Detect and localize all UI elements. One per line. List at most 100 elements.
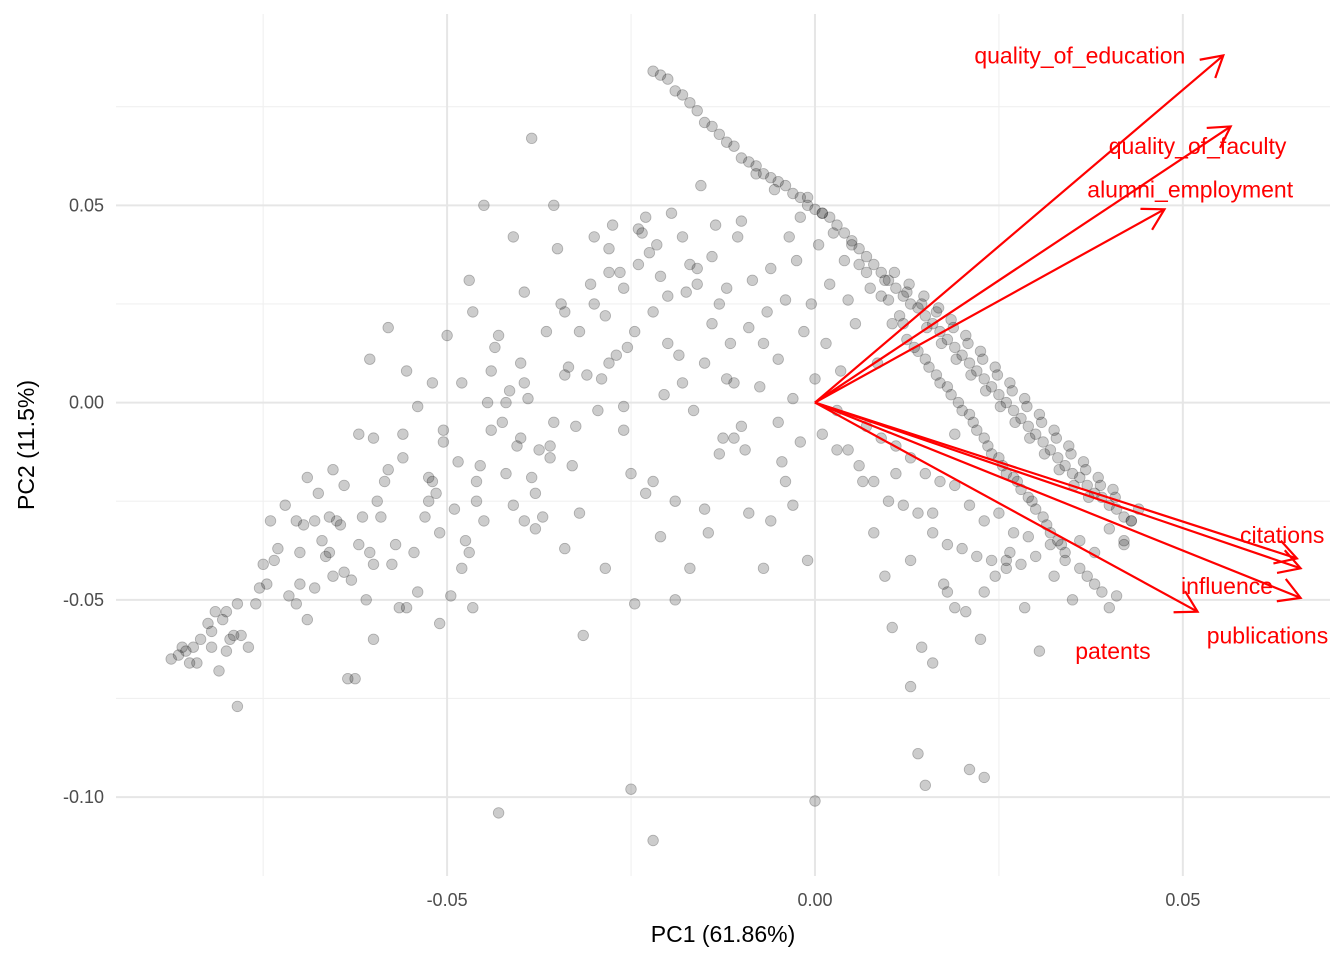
data-point [698, 503, 711, 515]
data-point [772, 416, 784, 429]
data-point [618, 282, 630, 294]
loading-arrow-head [1276, 549, 1303, 575]
data-point [250, 598, 262, 610]
data-point [548, 199, 560, 212]
data-point [261, 578, 273, 590]
loading-arrow-head [1140, 207, 1167, 231]
data-point [985, 554, 998, 567]
data-point [562, 361, 575, 373]
data-point [875, 266, 887, 279]
data-point [842, 444, 854, 456]
data-point [989, 361, 1001, 373]
data-point [412, 400, 424, 413]
data-point [978, 771, 990, 784]
data-point [941, 381, 954, 393]
data-point [1088, 578, 1101, 590]
data-point [400, 602, 413, 614]
data-point [927, 507, 939, 519]
data-point [467, 306, 479, 318]
data-point [606, 219, 619, 231]
data-point [618, 400, 630, 413]
data-point [746, 274, 759, 287]
data-point [890, 282, 902, 294]
data-point [960, 606, 972, 618]
data-point [702, 527, 715, 539]
data-point [743, 507, 755, 519]
data-point [309, 582, 321, 594]
data-point [728, 377, 740, 389]
data-point [1092, 471, 1104, 484]
data-point [386, 558, 398, 571]
data-point [312, 487, 325, 500]
data-point [950, 353, 962, 365]
data-point [757, 562, 770, 575]
data-point [864, 282, 876, 294]
data-point [882, 495, 895, 507]
data-point [930, 369, 943, 381]
data-point [1015, 412, 1027, 425]
data-point [437, 436, 450, 448]
data-point [717, 432, 729, 444]
data-point [978, 373, 990, 385]
data-point [412, 586, 424, 598]
data-point [945, 389, 957, 401]
y-tick-label: 0.05 [69, 195, 104, 215]
score-points [165, 65, 1145, 847]
data-point [592, 404, 604, 417]
data-point [816, 428, 829, 440]
data-point [801, 554, 814, 567]
data-point [794, 211, 807, 223]
data-point [570, 420, 582, 433]
x-tick-label: 0.05 [1165, 890, 1200, 910]
data-point [665, 207, 678, 219]
data-point [919, 779, 932, 792]
data-point [515, 357, 527, 369]
data-point [331, 515, 343, 527]
data-point [1094, 479, 1107, 492]
loading-arrow-shaft [814, 208, 1165, 404]
data-point [378, 475, 391, 488]
x-tick-label: -0.05 [427, 890, 468, 910]
data-point [985, 381, 998, 393]
data-point [882, 294, 895, 306]
data-point [316, 535, 328, 547]
data-point [809, 203, 821, 216]
x-tick-label: 0.00 [797, 890, 832, 910]
data-point [544, 440, 556, 452]
data-point [713, 128, 726, 141]
data-point [765, 262, 777, 275]
data-point [827, 227, 840, 239]
data-point [687, 404, 700, 417]
data-point [595, 373, 608, 385]
data-point [801, 199, 814, 212]
data-point [838, 254, 851, 267]
data-point [1125, 515, 1138, 527]
data-point [500, 396, 512, 409]
data-point [768, 183, 781, 196]
data-point [662, 290, 674, 302]
data-point [949, 602, 961, 614]
data-point [772, 353, 784, 365]
data-point [739, 444, 751, 456]
data-point [632, 223, 645, 235]
data-point [205, 641, 218, 653]
data-point [573, 507, 586, 519]
data-point [654, 69, 667, 81]
data-point [231, 700, 244, 713]
data-point [669, 495, 681, 507]
data-point [253, 582, 266, 594]
loading-arrow-shaft [814, 54, 1225, 404]
data-point [971, 365, 983, 377]
tick-labels: -0.05 0.00 0.05 -0.10 -0.05 0.00 0.05 [63, 195, 1200, 910]
data-point [511, 440, 523, 452]
data-point [389, 538, 402, 551]
data-point [1096, 586, 1108, 598]
data-point [658, 389, 670, 401]
data-point [735, 215, 748, 227]
data-point [1037, 511, 1049, 523]
data-point [647, 834, 659, 847]
data-point [662, 337, 674, 350]
data-point [893, 310, 906, 322]
data-point [949, 341, 961, 354]
